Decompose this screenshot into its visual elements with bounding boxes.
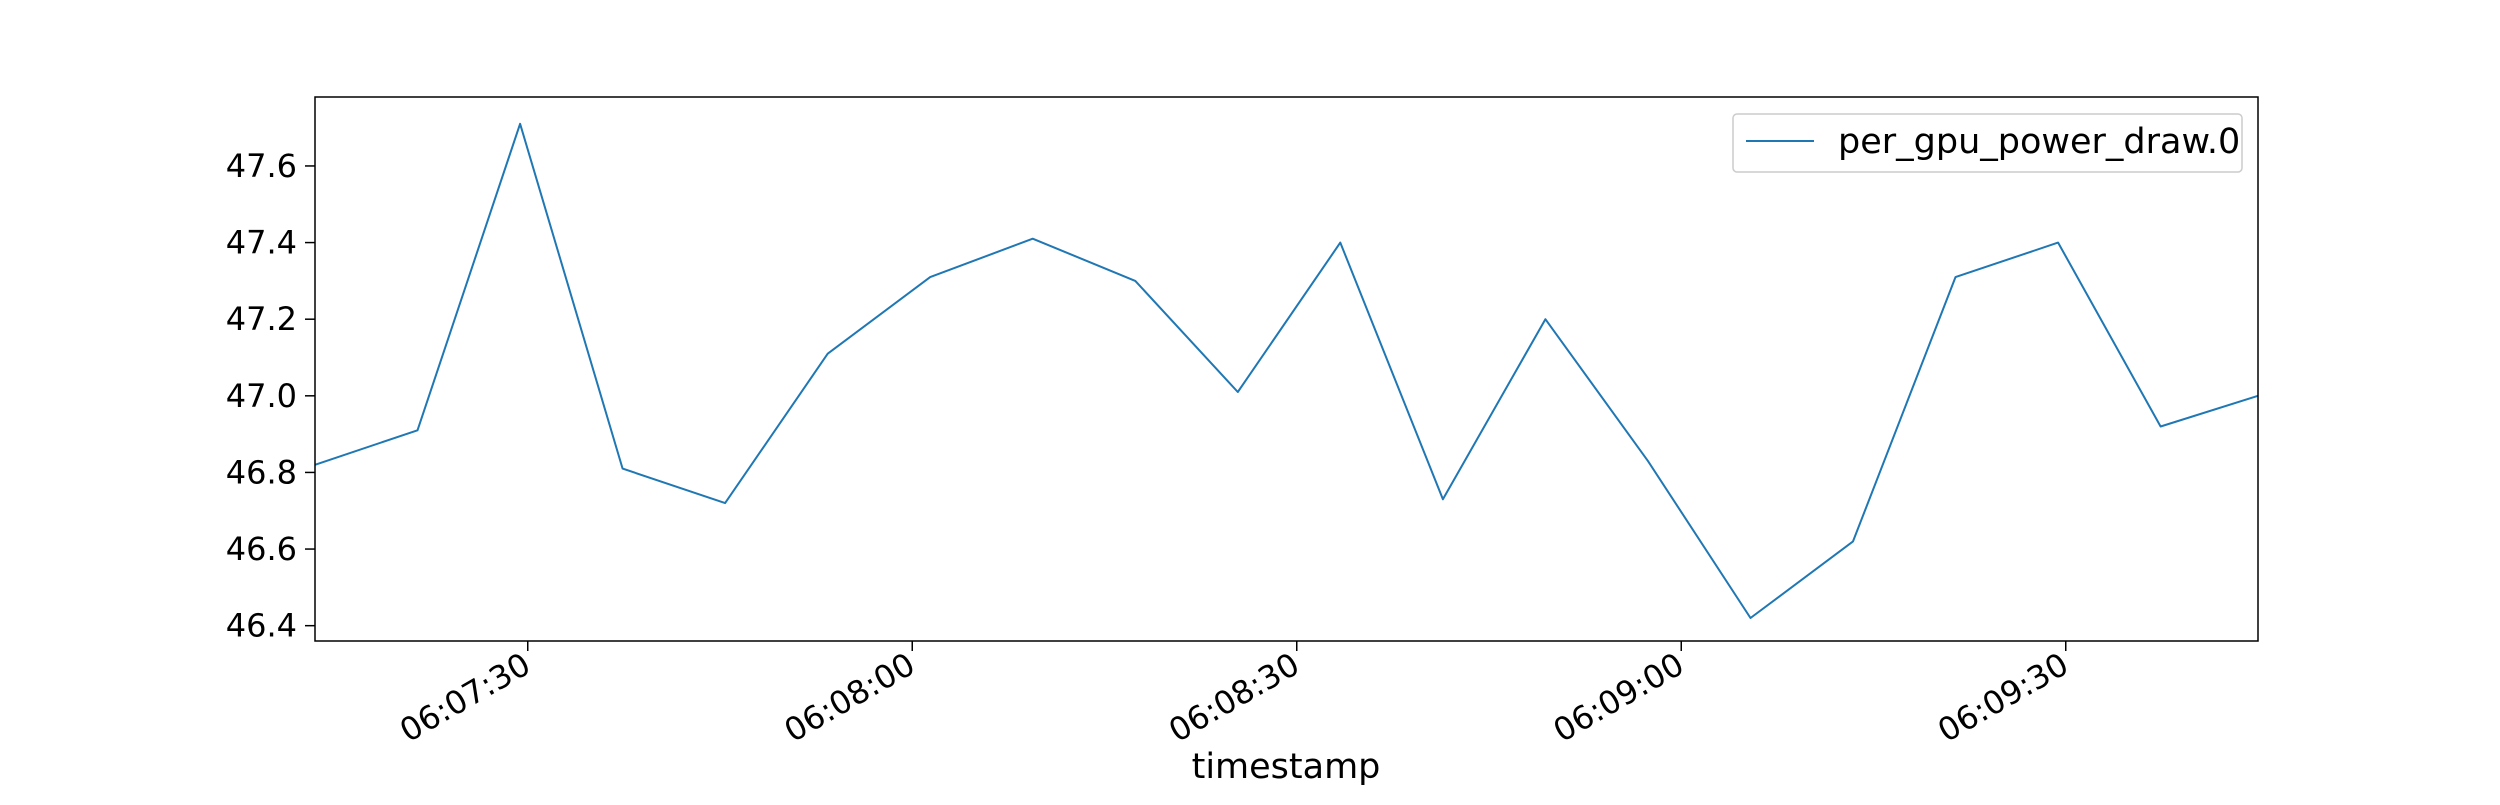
y-tick-label: 47.6	[226, 147, 297, 185]
y-tick-label: 46.6	[226, 530, 297, 568]
data-point	[519, 123, 521, 125]
data-point	[1237, 391, 1239, 393]
data-point	[1339, 242, 1341, 244]
data-point	[2160, 425, 2162, 427]
data-point	[1544, 318, 1546, 320]
data-point	[827, 353, 829, 355]
plot-frame	[314, 96, 2259, 642]
y-tick-label: 47.0	[226, 377, 297, 415]
data-point	[1134, 280, 1136, 282]
data-point	[929, 276, 931, 278]
data-point	[417, 429, 419, 431]
data-point	[1647, 460, 1649, 462]
data-point	[724, 502, 726, 504]
data-point	[622, 468, 624, 470]
data-point	[2057, 242, 2059, 244]
legend: per_gpu_power_draw.0	[1732, 113, 2243, 173]
legend-box	[1732, 113, 2243, 173]
y-tick-label: 46.4	[226, 607, 297, 645]
legend-label: per_gpu_power_draw.0	[1838, 122, 2240, 162]
y-tick-label: 47.4	[226, 224, 297, 262]
series-line	[314, 122, 2259, 619]
data-point	[1749, 617, 1751, 619]
y-tick-label: 46.8	[226, 453, 297, 491]
data-point	[1852, 540, 1854, 542]
y-axis: 46.4 46.6 46.8 47.0 47.2 47.4 47.6	[226, 147, 315, 645]
x-axis-title: timestamp	[1192, 747, 1381, 787]
y-tick-label: 47.2	[226, 300, 297, 338]
data-point	[1442, 498, 1444, 500]
data-point	[1032, 238, 1034, 240]
data-point	[1955, 276, 1957, 278]
